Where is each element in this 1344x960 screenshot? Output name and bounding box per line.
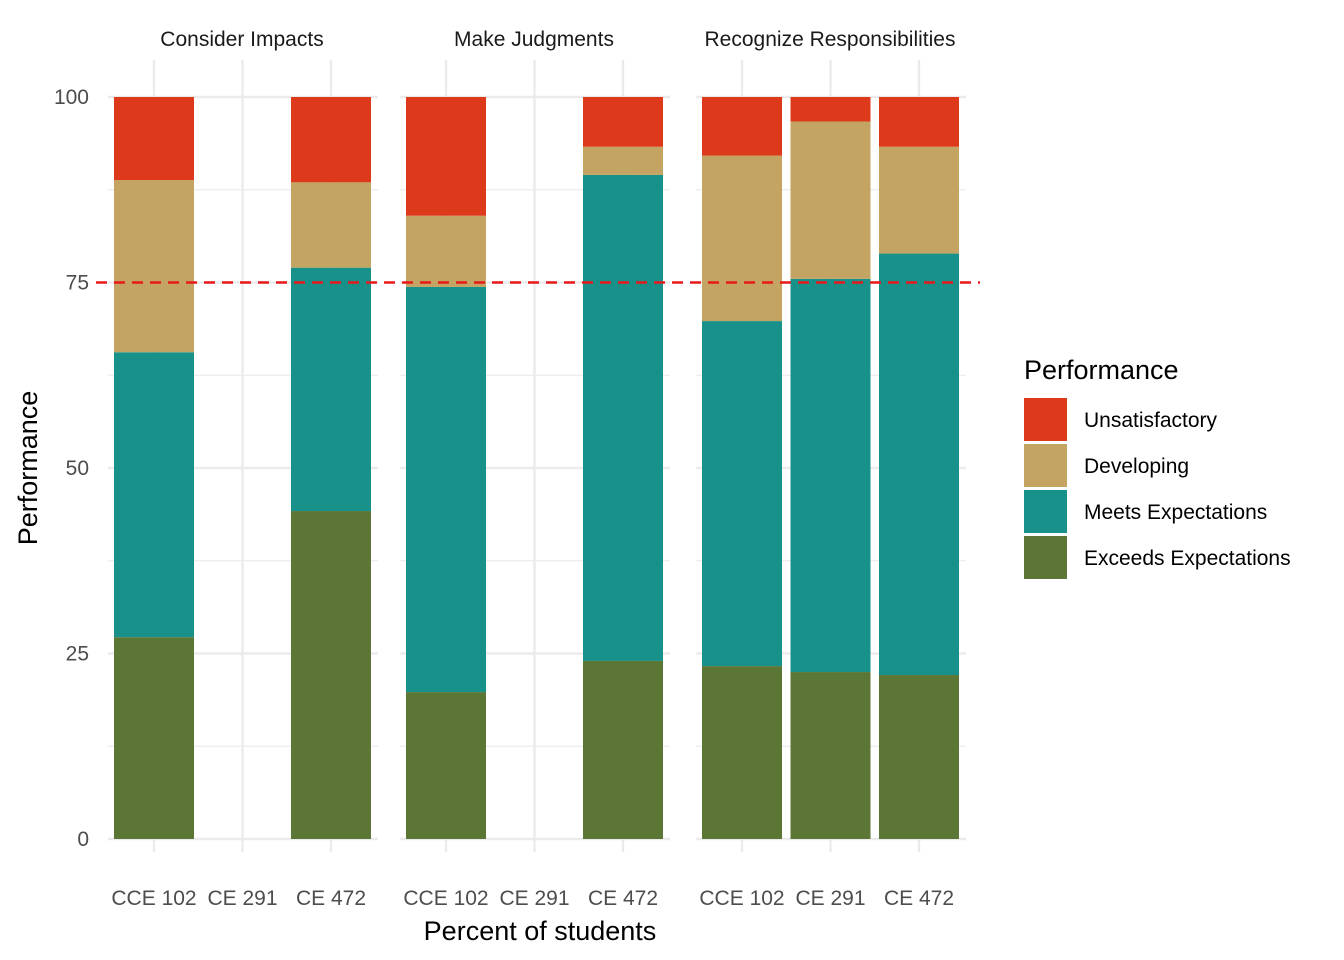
facet-title: Make Judgments	[454, 28, 614, 51]
facet-consider-impacts: Consider Impacts CCE 102 CE 291 CE 472	[108, 28, 378, 910]
y-tick-label: 0	[77, 828, 89, 851]
bar-segment-meets-expectations	[702, 321, 782, 667]
bar-segment-unsatisfactory	[583, 97, 663, 147]
legend: Performance Unsatisfactory Developing Meet…	[1024, 355, 1291, 579]
bar-segment-meets-expectations	[406, 286, 486, 693]
bar-segment-exceeds-expectations	[879, 675, 959, 839]
bar-segment-developing	[879, 146, 959, 254]
bar-segment-exceeds-expectations	[291, 511, 371, 839]
legend-title: Performance	[1024, 355, 1179, 385]
bar-segment-unsatisfactory	[114, 97, 194, 181]
bar-segment-exceeds-expectations	[583, 660, 663, 839]
bar-segment-unsatisfactory	[879, 97, 959, 147]
x-tick-label: CE 291	[499, 887, 569, 910]
y-tick-label: 50	[66, 457, 89, 480]
x-tick-label: CCE 102	[403, 887, 488, 910]
bar-segment-developing	[114, 180, 194, 353]
bar-segment-unsatisfactory	[790, 97, 871, 122]
facet-title: Recognize Responsibilities	[705, 28, 956, 51]
facet-recognize-responsibilities: Recognize Responsibilities CCE 102 CE 291 C…	[696, 28, 966, 910]
bar-segment-meets-expectations	[114, 352, 194, 638]
bar-segment-unsatisfactory	[702, 97, 782, 156]
bar-segment-developing	[406, 215, 486, 287]
y-tick-label: 100	[54, 86, 89, 109]
legend-item-unsatisfactory: Unsatisfactory	[1024, 398, 1218, 441]
y-axis-title: Performance	[13, 391, 43, 546]
bar-segment-exceeds-expectations	[114, 637, 194, 839]
y-tick-label: 75	[66, 272, 89, 295]
legend-swatch	[1024, 444, 1067, 487]
bar-segment-meets-expectations	[790, 278, 871, 673]
x-tick-label: CE 291	[795, 887, 865, 910]
x-tick-label: CE 291	[207, 887, 277, 910]
x-tick-label: CCE 102	[699, 887, 784, 910]
legend-item-exceeds-expectations: Exceeds Expectations	[1024, 536, 1291, 579]
legend-label: Meets Expectations	[1084, 501, 1267, 524]
legend-label: Developing	[1084, 455, 1189, 478]
y-axis: 0 25 50 75 100	[54, 86, 89, 851]
bar-segment-exceeds-expectations	[790, 672, 871, 839]
x-tick-label: CE 472	[884, 887, 954, 910]
bar-segment-exceeds-expectations	[702, 666, 782, 839]
legend-item-developing: Developing	[1024, 444, 1189, 487]
x-tick-label: CE 472	[588, 887, 658, 910]
legend-swatch	[1024, 398, 1067, 441]
legend-label: Unsatisfactory	[1084, 409, 1218, 432]
x-axis-title: Percent of students	[424, 916, 657, 946]
legend-swatch	[1024, 490, 1067, 533]
facet-make-judgments: Make Judgments CCE 102 CE 291 CE 472	[400, 28, 670, 910]
bar-segment-developing	[790, 121, 871, 279]
legend-item-meets-expectations: Meets Expectations	[1024, 490, 1267, 533]
legend-label: Exceeds Expectations	[1084, 547, 1291, 570]
y-tick-label: 25	[66, 643, 89, 666]
bar-segment-developing	[291, 182, 371, 268]
bar-segment-unsatisfactory	[406, 97, 486, 216]
facet-title: Consider Impacts	[160, 28, 323, 51]
legend-swatch	[1024, 536, 1067, 579]
bar-segment-meets-expectations	[879, 253, 959, 676]
bar-segment-unsatisfactory	[291, 97, 371, 183]
bar-segment-developing	[702, 155, 782, 322]
x-tick-label: CCE 102	[111, 887, 196, 910]
bar-segment-developing	[583, 146, 663, 175]
bar-segment-meets-expectations	[583, 174, 663, 661]
x-tick-label: CE 472	[296, 887, 366, 910]
bar-segment-exceeds-expectations	[406, 692, 486, 839]
bar-segment-meets-expectations	[291, 267, 371, 512]
